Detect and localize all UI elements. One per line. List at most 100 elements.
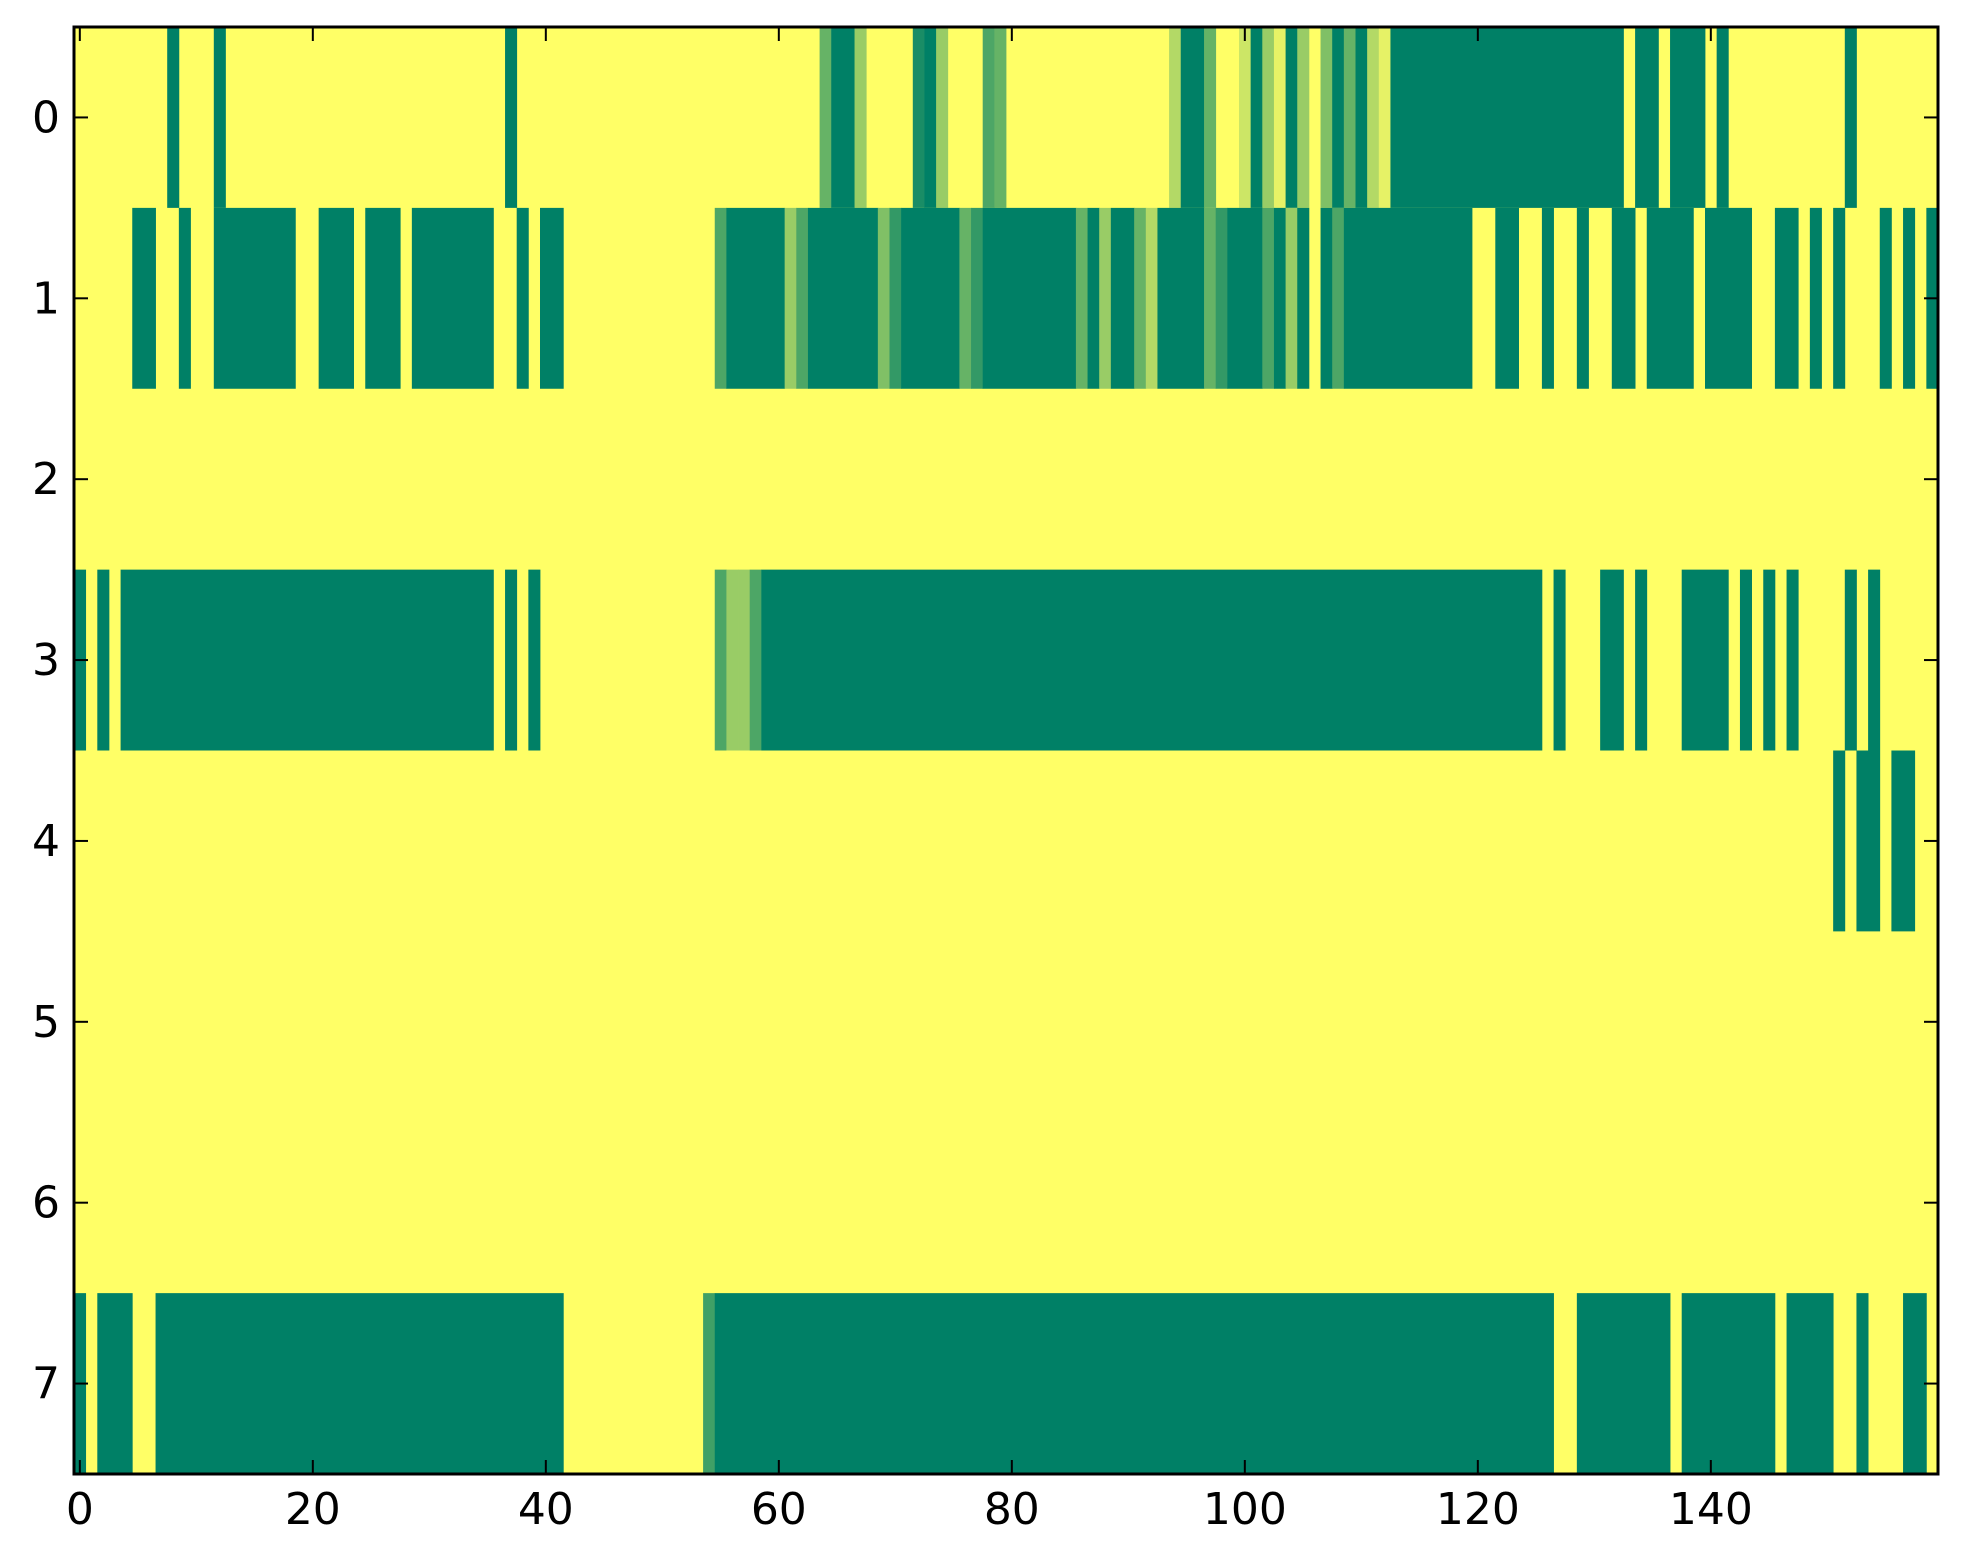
heatmap-cell-segment (1717, 27, 1729, 208)
heatmap-cell-segment (1833, 208, 1845, 389)
heatmap-cell-segment (983, 27, 995, 208)
heatmap-cell-segment (1705, 208, 1752, 389)
heatmap-cell-segment (517, 208, 529, 389)
x-tick-label: 20 (285, 1484, 341, 1535)
heatmap-cell-segment (214, 27, 226, 208)
x-tick-label: 120 (1436, 1484, 1520, 1535)
heatmap-cell-segment (1495, 208, 1519, 389)
heatmap-cell-segment (726, 208, 785, 389)
heatmap-cell-segment (1787, 570, 1799, 751)
heatmap-cell-segment (959, 208, 971, 389)
heatmap-cell-segment (1635, 570, 1647, 751)
heatmap-cell-segment (715, 570, 727, 751)
heatmap-cell-segment (1845, 27, 1857, 208)
heatmap-cell-segment (1682, 1293, 1776, 1474)
y-tick-label: 6 (32, 1178, 60, 1229)
heatmap-cell-segment (971, 208, 983, 389)
heatmap-cell-segment (1321, 208, 1333, 389)
x-tick-label: 60 (751, 1484, 807, 1535)
heatmap-cell-segment (1903, 208, 1915, 389)
heatmap-cell-segment (1775, 208, 1799, 389)
heatmap-cell-segment (1239, 27, 1251, 208)
heatmap-cell-segment (1274, 27, 1286, 208)
heatmap-cell-segment (1146, 208, 1158, 389)
heatmap-cell-segment (1600, 570, 1624, 751)
heatmap-cell-segment (1088, 208, 1100, 389)
heatmap-cell-segment (1833, 751, 1845, 932)
heatmap-cell-segment (319, 208, 354, 389)
heatmap-cell-segment (1635, 27, 1659, 208)
heatmap-cell-segment (703, 1293, 715, 1474)
heatmap-cell-segment (1321, 27, 1333, 208)
heatmap-cell-segment (1181, 27, 1205, 208)
heatmap-cell-segment (1379, 27, 1391, 208)
heatmap-cell-segment (1332, 208, 1344, 389)
heatmap-cell-segment (1297, 208, 1309, 389)
heatmap-cell-segment (1286, 27, 1298, 208)
heatmap-cell-segment (890, 208, 902, 389)
heatmap-cell-segment (412, 208, 494, 389)
heatmap-cell-segment (1251, 27, 1263, 208)
heatmap-cell-segment (1880, 208, 1892, 389)
heatmap-cell-segment (901, 208, 960, 389)
heatmap-cell-segment (1204, 27, 1216, 208)
heatmap-cell-segment (761, 570, 1542, 751)
heatmap-cell-segment (1612, 208, 1636, 389)
heatmap-cell-segment (785, 208, 797, 389)
heatmap-cell-segment (1810, 208, 1822, 389)
heatmap-cell-segment (750, 570, 762, 751)
y-tick-label: 7 (32, 1359, 60, 1410)
heatmap-cell-segment (831, 27, 855, 208)
heatmap-cell-segment (924, 27, 936, 208)
heatmap-cell-segment (808, 208, 878, 389)
heatmap-cell-segment (132, 208, 156, 389)
heatmap-cell-segment (1763, 570, 1775, 751)
heatmap-cell-segment (167, 27, 179, 208)
heatmap-cell-segment (1856, 751, 1880, 932)
heatmap-cell-segment (1554, 570, 1566, 751)
heatmap-cell-segment (796, 208, 808, 389)
heatmap-cell-segment (855, 27, 867, 208)
heatmap-cell-segment (214, 208, 296, 389)
y-tick-label: 0 (32, 92, 60, 143)
heatmap-cell-segment (936, 27, 948, 208)
heatmap-cell-segment (738, 570, 750, 751)
heatmap-cells (74, 27, 1938, 1474)
heatmap-cell-segment (1099, 208, 1111, 389)
heatmap-cell-segment (540, 208, 564, 389)
heatmap-cell-segment (1227, 208, 1262, 389)
y-tick-label: 1 (32, 273, 60, 324)
x-tick-label: 0 (66, 1484, 94, 1535)
heatmap-cell-segment (1262, 27, 1274, 208)
heatmap-cell-segment (1577, 1293, 1671, 1474)
heatmap-cell-segment (726, 570, 738, 751)
heatmap-cell-segment (1111, 208, 1135, 389)
heatmap-cell-segment (1216, 208, 1228, 389)
heatmap-cell-segment (528, 570, 540, 751)
heatmap-cell-segment (179, 208, 191, 389)
heatmap-cell-segment (1157, 208, 1204, 389)
heatmap-cell-segment (1076, 208, 1088, 389)
y-tick-label: 5 (32, 997, 60, 1048)
heatmap-cell-segment (1286, 208, 1298, 389)
heatmap-cell-segment (1577, 208, 1589, 389)
heatmap-cell-segment (1845, 570, 1857, 751)
heatmap-cell-segment (1682, 570, 1729, 751)
heatmap-cell-segment (505, 570, 517, 751)
heatmap-cell-segment (1297, 27, 1309, 208)
x-tick-label: 80 (984, 1484, 1040, 1535)
heatmap-cell-segment (1344, 208, 1473, 389)
heatmap-cell-segment (1903, 1293, 1927, 1474)
heatmap-cell-segment (715, 208, 727, 389)
y-tick-label: 3 (32, 635, 60, 686)
heatmap-cell-segment (1367, 27, 1379, 208)
heatmap-cell-segment (1262, 208, 1274, 389)
heatmap-cell-segment (1670, 27, 1705, 208)
heatmap-cell-segment (820, 27, 832, 208)
heatmap-cell-segment (1647, 208, 1694, 389)
heatmap-cell-segment (1134, 208, 1146, 389)
heatmap-cell-segment (1390, 27, 1623, 208)
heatmap-cell-segment (994, 27, 1006, 208)
heatmap-cell-segment (121, 570, 494, 751)
